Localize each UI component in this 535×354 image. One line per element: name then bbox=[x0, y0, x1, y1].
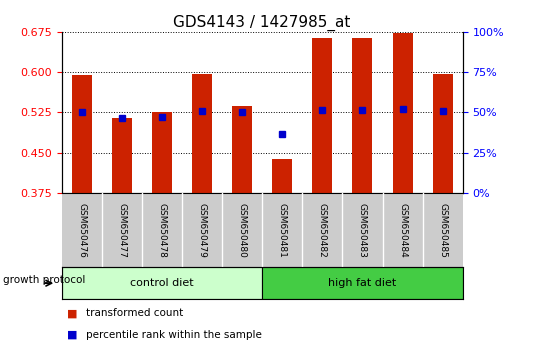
Text: GSM650478: GSM650478 bbox=[157, 202, 166, 258]
Text: GSM650485: GSM650485 bbox=[438, 202, 447, 258]
Text: growth protocol: growth protocol bbox=[3, 275, 85, 285]
Bar bbox=[433, 74, 453, 193]
Text: GSM650482: GSM650482 bbox=[318, 203, 327, 257]
Bar bbox=[152, 112, 172, 193]
Text: GSM650484: GSM650484 bbox=[398, 203, 407, 257]
Text: GSM650481: GSM650481 bbox=[278, 202, 287, 258]
Bar bbox=[312, 38, 332, 193]
Text: GSM650477: GSM650477 bbox=[117, 202, 126, 258]
Text: percentile rank within the sample: percentile rank within the sample bbox=[86, 330, 262, 339]
Text: control diet: control diet bbox=[130, 278, 194, 288]
Bar bbox=[192, 74, 212, 193]
Text: GSM650483: GSM650483 bbox=[358, 202, 367, 258]
Bar bbox=[262, 267, 463, 299]
Text: ■: ■ bbox=[67, 330, 78, 339]
Title: GDS4143 / 1427985_at: GDS4143 / 1427985_at bbox=[173, 14, 351, 30]
Text: GSM650480: GSM650480 bbox=[238, 202, 247, 258]
Bar bbox=[72, 75, 91, 193]
Text: transformed count: transformed count bbox=[86, 308, 183, 318]
Text: high fat diet: high fat diet bbox=[328, 278, 396, 288]
Bar bbox=[272, 159, 292, 193]
Bar bbox=[62, 267, 262, 299]
Bar bbox=[393, 34, 412, 193]
Text: GSM650476: GSM650476 bbox=[77, 202, 86, 258]
Bar bbox=[232, 107, 252, 193]
Bar bbox=[112, 118, 132, 193]
Text: GSM650479: GSM650479 bbox=[197, 202, 207, 258]
Bar bbox=[353, 38, 372, 193]
Text: ■: ■ bbox=[67, 308, 78, 318]
